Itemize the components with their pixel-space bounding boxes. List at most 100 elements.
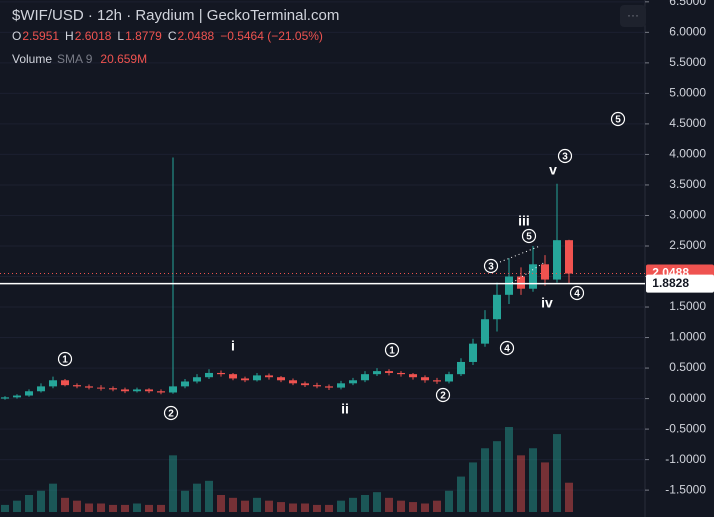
wave-label: 1 [62, 355, 68, 366]
candle-body [445, 374, 453, 382]
volume-indicator: SMA 9 [57, 52, 93, 66]
wave-label: i [231, 338, 235, 354]
legend-header: $WIF/USD · 12h · Raydium | GeckoTerminal… [12, 7, 339, 66]
wedge-line [511, 261, 546, 284]
candle-body [229, 374, 237, 379]
candle-body [85, 386, 93, 388]
y-tick-label: 6.0000 [669, 25, 706, 39]
volume-bar [385, 497, 393, 512]
volume-bar [433, 500, 441, 512]
wave-label: 2 [168, 409, 174, 420]
candle-body [121, 389, 129, 392]
menu-button[interactable] [620, 5, 646, 27]
candle-body [253, 375, 261, 381]
volume-bar [505, 427, 513, 512]
ohlc-label: L [117, 29, 124, 43]
candle-body [337, 383, 345, 388]
candle-body [385, 371, 393, 373]
ohlc-change: −0.5464 (−21.05%) [220, 29, 323, 43]
y-tick-label: 1.5000 [669, 299, 706, 313]
volume-bar [565, 482, 573, 512]
volume-bar [289, 503, 297, 512]
wave-label: 3 [562, 152, 568, 163]
candle-body [481, 319, 489, 344]
candle-body [37, 386, 45, 392]
volume-bar [37, 490, 45, 512]
chart-title: $WIF/USD · 12h · Raydium | GeckoTerminal… [12, 7, 339, 24]
volume-bar [469, 462, 477, 512]
volume-bar [157, 504, 165, 512]
y-tick-label: 6.5000 [669, 0, 706, 8]
volume-bar [121, 504, 129, 512]
candle-body [157, 391, 165, 393]
candle-body [397, 372, 405, 375]
candle-body [13, 395, 21, 398]
volume-bar [373, 492, 381, 512]
ohlc-value: 1.8779 [125, 29, 162, 43]
volume-bar [481, 448, 489, 512]
candle-body [97, 387, 105, 389]
wave-label: 5 [615, 115, 621, 126]
wave-circle [483, 258, 499, 274]
volume-bar [553, 434, 561, 512]
volume-bar [181, 490, 189, 512]
volume-bar [313, 504, 321, 512]
y-tick-label: -1.5000 [665, 482, 706, 496]
candle-body [433, 380, 441, 382]
wave-circle [521, 228, 537, 244]
candle-body [217, 372, 225, 375]
volume-bar [445, 490, 453, 512]
volume-bar [301, 503, 309, 512]
candle-body [205, 372, 213, 378]
y-tick-label: -1.0000 [665, 452, 706, 466]
volume-bar [397, 500, 405, 512]
volume-bar [73, 500, 81, 512]
ohlc-label: H [65, 29, 74, 43]
wave-label: 5 [526, 232, 532, 243]
y-tick-label: 3.5000 [669, 177, 706, 191]
candle-body [529, 264, 537, 289]
candle-body [493, 294, 501, 320]
wave-label: ii [341, 401, 349, 417]
candle-body [457, 361, 465, 375]
wave-label: 4 [504, 344, 510, 355]
ohlc-label: O [12, 29, 21, 43]
wave-circle [384, 342, 400, 358]
wave-label: 4 [574, 289, 580, 300]
menu-dots[interactable]: ··· [627, 8, 639, 22]
candle-body [61, 380, 69, 386]
volume-bar [253, 497, 261, 512]
price-label-box [646, 274, 714, 293]
candle-body [553, 240, 561, 280]
volume-bar [277, 502, 285, 512]
wave-label: 2 [440, 391, 446, 402]
volume-bar [457, 476, 465, 512]
volume-bar [361, 495, 369, 512]
y-axis: -1.5000 -1.0000 -0.5000 0.0000 0.5000 1.0000 1… [645, 0, 714, 496]
volume-bar [217, 495, 225, 512]
y-tick-label: 0.5000 [669, 360, 706, 374]
candle-body [1, 397, 9, 399]
candle-body [169, 386, 177, 393]
candle-body [265, 375, 273, 378]
wave-circle [557, 148, 573, 164]
candle-body [25, 391, 33, 396]
volume-bar [265, 500, 273, 512]
volume-bar [61, 497, 69, 512]
volume-bar [337, 500, 345, 512]
candle-body [145, 389, 153, 392]
volume-bar [229, 497, 237, 512]
ohlc-value: 2.6018 [75, 29, 112, 43]
volume-bar [529, 448, 537, 512]
volume-label: Volume [12, 52, 52, 66]
volume-bar [25, 495, 33, 512]
candle-body [277, 377, 285, 381]
wave-label: iii [518, 213, 530, 229]
volume-bar [421, 503, 429, 512]
candle-body [361, 374, 369, 381]
volume-bar [205, 480, 213, 512]
wave-circle [435, 387, 451, 403]
y-tick-label: 2.5000 [669, 238, 706, 252]
y-tick-label: 5.5000 [669, 55, 706, 69]
